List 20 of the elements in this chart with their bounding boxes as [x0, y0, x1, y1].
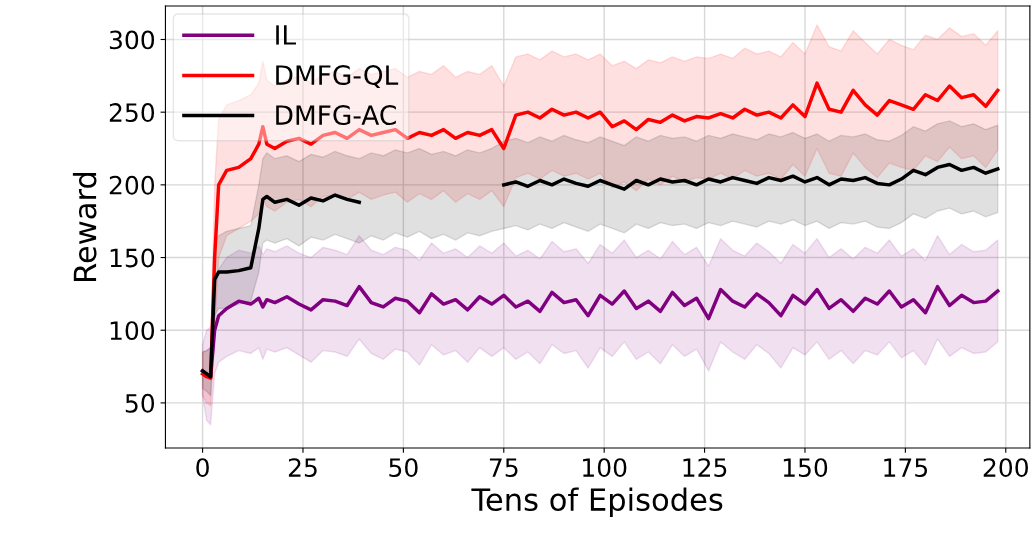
y-tick-label: 200	[109, 175, 155, 195]
x-tick-label: 100	[583, 458, 627, 478]
x-tick-label: 125	[683, 458, 727, 478]
x-tick-label: 75	[489, 458, 518, 478]
x-tick-label: 25	[288, 458, 317, 478]
x-tick-label: 150	[783, 458, 828, 478]
legend-label: DMFG-QL	[276, 65, 399, 89]
x-axis-title: Tens of Episodes	[471, 487, 723, 518]
x-tick-label: 200	[983, 458, 1028, 478]
y-tick-label: 150	[110, 248, 155, 268]
legend-label: IL	[276, 25, 296, 45]
y-tick-label: 100	[110, 321, 155, 341]
x-tick-label: 50	[389, 458, 418, 478]
y-tick-label: 300	[109, 30, 155, 50]
y-tick-label: 250	[109, 103, 155, 123]
y-axis-title: Reward	[72, 172, 97, 281]
legend-label: DMFG-AC	[276, 105, 396, 126]
y-tick-label: 50	[125, 393, 155, 413]
x-tick-label: 0	[196, 458, 209, 478]
x-tick-label: 175	[884, 458, 928, 478]
